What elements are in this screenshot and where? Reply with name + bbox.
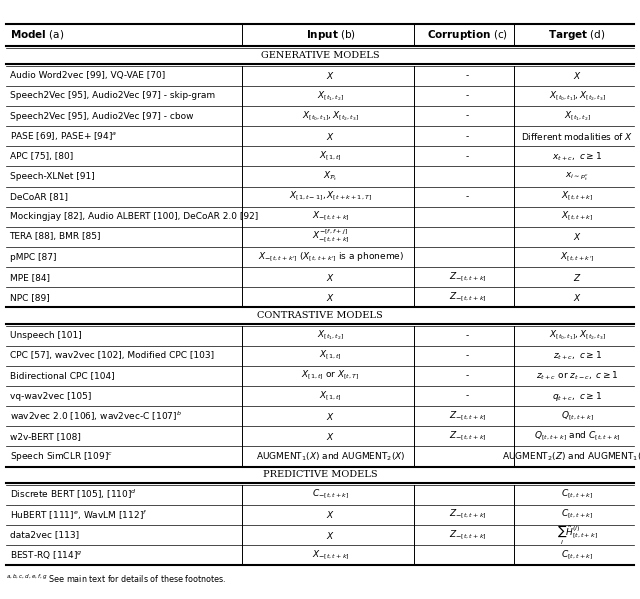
- Text: Mockingjay [82], Audio ALBERT [100], DeCoAR 2.0 [92]: Mockingjay [82], Audio ALBERT [100], DeC…: [10, 212, 258, 221]
- Text: $q_{t+c},\ c\geq 1$: $q_{t+c},\ c\geq 1$: [552, 389, 602, 403]
- Text: Audio Word2vec [99], VQ-VAE [70]: Audio Word2vec [99], VQ-VAE [70]: [10, 71, 164, 80]
- Text: $X$: $X$: [573, 292, 582, 303]
- Text: -: -: [466, 331, 469, 340]
- Text: MPE [84]: MPE [84]: [10, 273, 49, 282]
- Text: $Z_{-[t,t+k]}$: $Z_{-[t,t+k]}$: [449, 410, 486, 423]
- Text: $X_{[t,t+k]}$: $X_{[t,t+k]}$: [561, 190, 593, 203]
- Text: $X$: $X$: [326, 292, 335, 303]
- Text: $^{a,b,c,d,e,f,g}$ See main text for details of these footnotes.: $^{a,b,c,d,e,f,g}$ See main text for det…: [6, 572, 227, 585]
- Text: -: -: [466, 111, 469, 120]
- Text: $X_{[t_0,t_1]},X_{[t_2,t_3]}$: $X_{[t_0,t_1]},X_{[t_2,t_3]}$: [302, 109, 359, 123]
- Text: CONTRASTIVE MODELS: CONTRASTIVE MODELS: [257, 311, 383, 320]
- Text: $X_{[t_0,t_1]},X_{[t_2,t_3]}$: $X_{[t_0,t_1]},X_{[t_2,t_3]}$: [548, 89, 605, 102]
- Text: $X^{-[f,f+j]}_{-[t,t+k]}$: $X^{-[f,f+j]}_{-[t,t+k]}$: [312, 228, 349, 246]
- Text: $z_{t+c}$ or $z_{t-c},\ c\geq 1$: $z_{t+c}$ or $z_{t-c},\ c\geq 1$: [536, 370, 618, 382]
- Text: $Q_{[t,t+k]}$: $Q_{[t,t+k]}$: [561, 410, 594, 423]
- Text: Speech2Vec [95], Audio2Vec [97] - skip-gram: Speech2Vec [95], Audio2Vec [97] - skip-g…: [10, 92, 214, 101]
- Text: -: -: [466, 71, 469, 80]
- Text: Discrete BERT [105], [110]$^d$: Discrete BERT [105], [110]$^d$: [10, 488, 136, 501]
- Text: $X_{[t_0,t_1]},X_{[t_2,t_3]}$: $X_{[t_0,t_1]},X_{[t_2,t_3]}$: [548, 329, 605, 343]
- Text: $X_{[1,t]}$: $X_{[1,t]}$: [319, 150, 342, 163]
- Text: Speech SimCLR [109]$^c$: Speech SimCLR [109]$^c$: [10, 450, 113, 463]
- Text: -: -: [466, 192, 469, 201]
- Text: $z_{t+c},\ c\geq 1$: $z_{t+c},\ c\geq 1$: [552, 349, 602, 362]
- Text: $Z_{-[t,t+k]}$: $Z_{-[t,t+k]}$: [449, 429, 486, 443]
- Text: data2vec [113]: data2vec [113]: [10, 531, 79, 540]
- Text: $X_{[1,t-1]},X_{[t+k+1,T]}$: $X_{[1,t-1]},X_{[t+k+1,T]}$: [289, 190, 372, 203]
- Text: -: -: [466, 351, 469, 360]
- Text: $C_{[t,t+k]}$: $C_{[t,t+k]}$: [561, 488, 593, 501]
- Text: APC [75], [80]: APC [75], [80]: [10, 152, 73, 161]
- Text: -: -: [466, 392, 469, 401]
- Text: -: -: [466, 92, 469, 101]
- Text: $X$: $X$: [326, 411, 335, 422]
- Text: wav2vec 2.0 [106], wav2vec-C [107]$^b$: wav2vec 2.0 [106], wav2vec-C [107]$^b$: [10, 410, 181, 423]
- Text: $X$: $X$: [326, 272, 335, 283]
- Text: $\mathbf{Target}$ (d): $\mathbf{Target}$ (d): [548, 28, 606, 42]
- Text: HuBERT [111]$^e$, WavLM [112]$^f$: HuBERT [111]$^e$, WavLM [112]$^f$: [10, 508, 147, 522]
- Text: -: -: [466, 371, 469, 380]
- Text: $\mathrm{G}_{\!}$: $\mathrm{G}_{\!}$: [316, 50, 324, 61]
- Text: Speech-XLNet [91]: Speech-XLNet [91]: [10, 172, 94, 181]
- Text: G: G: [316, 51, 324, 60]
- Text: $X_{[t_1,t_2]}$: $X_{[t_1,t_2]}$: [317, 89, 344, 102]
- Text: Unspeech [101]: Unspeech [101]: [10, 331, 81, 340]
- Text: $X_{[t_1,t_2]}$: $X_{[t_1,t_2]}$: [564, 109, 591, 123]
- Text: Different modalities of $X$: Different modalities of $X$: [521, 131, 633, 141]
- Text: $X$: $X$: [573, 70, 582, 81]
- Text: AUGMENT$_2(Z)$ and AUGMENT$_1(Z)$: AUGMENT$_2(Z)$ and AUGMENT$_1(Z)$: [502, 450, 640, 463]
- Text: $X_{[t,t+k']}$: $X_{[t,t+k']}$: [560, 250, 595, 264]
- Text: $Z_{-[t,t+k]}$: $Z_{-[t,t+k]}$: [449, 528, 486, 541]
- Text: $Q_{[t,t+k]}$ and $C_{[t,t+k]}$: $Q_{[t,t+k]}$ and $C_{[t,t+k]}$: [534, 429, 621, 443]
- Text: DeCoAR [81]: DeCoAR [81]: [10, 192, 68, 201]
- Text: -: -: [466, 132, 469, 141]
- Text: $X_{[1,t]}$: $X_{[1,t]}$: [319, 389, 342, 403]
- Text: w2v-BERT [108]: w2v-BERT [108]: [10, 432, 81, 441]
- Text: NPC [89]: NPC [89]: [10, 293, 49, 302]
- Text: $\mathbf{Corruption}$ (c): $\mathbf{Corruption}$ (c): [427, 28, 508, 42]
- Text: $X_{[1,t]}$ or $X_{[t,T]}$: $X_{[1,t]}$ or $X_{[t,T]}$: [301, 370, 360, 383]
- Text: $Z_{-[t,t+k]}$: $Z_{-[t,t+k]}$: [449, 509, 486, 522]
- Text: PASE [69], PASE+ [94]$^a$: PASE [69], PASE+ [94]$^a$: [10, 130, 117, 142]
- Text: $x_{t+c},\ c\geq 1$: $x_{t+c},\ c\geq 1$: [552, 150, 602, 162]
- Text: $X_{[1,t]}$: $X_{[1,t]}$: [319, 349, 342, 362]
- Text: pMPC [87]: pMPC [87]: [10, 253, 56, 262]
- Text: $\mathbf{Input}$ (b): $\mathbf{Input}$ (b): [306, 28, 356, 42]
- Text: $\mathbf{Model}$ (a): $\mathbf{Model}$ (a): [10, 28, 64, 41]
- Text: Bidirectional CPC [104]: Bidirectional CPC [104]: [10, 371, 114, 380]
- Text: $C_{[t,t+k]}$: $C_{[t,t+k]}$: [561, 549, 593, 562]
- Text: vq-wav2vec [105]: vq-wav2vec [105]: [10, 392, 91, 401]
- Text: $Z$: $Z$: [573, 272, 581, 283]
- Text: $C_{[t,t+k]}$: $C_{[t,t+k]}$: [561, 509, 593, 522]
- Text: $X_{-[t,t+k']}$ ($X_{[t,t+k']}$ is a phoneme): $X_{-[t,t+k']}$ ($X_{[t,t+k']}$ is a pho…: [258, 250, 404, 264]
- Text: $Z_{-[t,t+k]}$: $Z_{-[t,t+k]}$: [449, 291, 486, 304]
- Text: $x_{i\sim p_t^c}$: $x_{i\sim p_t^c}$: [565, 170, 589, 183]
- Text: $X$: $X$: [326, 70, 335, 81]
- Text: GENERATIVE MODELS: GENERATIVE MODELS: [260, 51, 380, 60]
- Text: $X_{\mathcal{P}_t}$: $X_{\mathcal{P}_t}$: [323, 170, 338, 183]
- Text: $X_{[t,t+k]}$: $X_{[t,t+k]}$: [561, 210, 593, 223]
- Text: $X$: $X$: [326, 530, 335, 540]
- Text: $X$: $X$: [573, 231, 582, 243]
- Text: AUGMENT$_1(X)$ and AUGMENT$_2(X)$: AUGMENT$_1(X)$ and AUGMENT$_2(X)$: [256, 450, 405, 463]
- Text: $X_{-[t,t+k]}$: $X_{-[t,t+k]}$: [312, 549, 349, 562]
- Text: $X$: $X$: [326, 431, 335, 442]
- Text: CPC [57], wav2vec [102], Modified CPC [103]: CPC [57], wav2vec [102], Modified CPC [1…: [10, 351, 214, 360]
- Text: $\sum_l \tilde{H}^{(l)}_{[t,t+k]}$: $\sum_l \tilde{H}^{(l)}_{[t,t+k]}$: [557, 524, 598, 547]
- Text: $X$: $X$: [326, 131, 335, 141]
- Text: PREDICTIVE MODELS: PREDICTIVE MODELS: [262, 470, 378, 479]
- Text: TERA [88], BMR [85]: TERA [88], BMR [85]: [10, 232, 101, 241]
- Text: BEST-RQ [114]$^g$: BEST-RQ [114]$^g$: [10, 549, 82, 561]
- Text: $Z_{-[t,t+k]}$: $Z_{-[t,t+k]}$: [449, 271, 486, 284]
- Text: -: -: [466, 152, 469, 161]
- Text: $C_{-[t,t+k]}$: $C_{-[t,t+k]}$: [312, 488, 349, 501]
- Text: $X$: $X$: [326, 509, 335, 521]
- Text: Speech2Vec [95], Audio2Vec [97] - cbow: Speech2Vec [95], Audio2Vec [97] - cbow: [10, 111, 193, 120]
- Text: $X_{[t_1,t_2]}$: $X_{[t_1,t_2]}$: [317, 329, 344, 343]
- Text: $X_{-[t,t+k]}$: $X_{-[t,t+k]}$: [312, 210, 349, 223]
